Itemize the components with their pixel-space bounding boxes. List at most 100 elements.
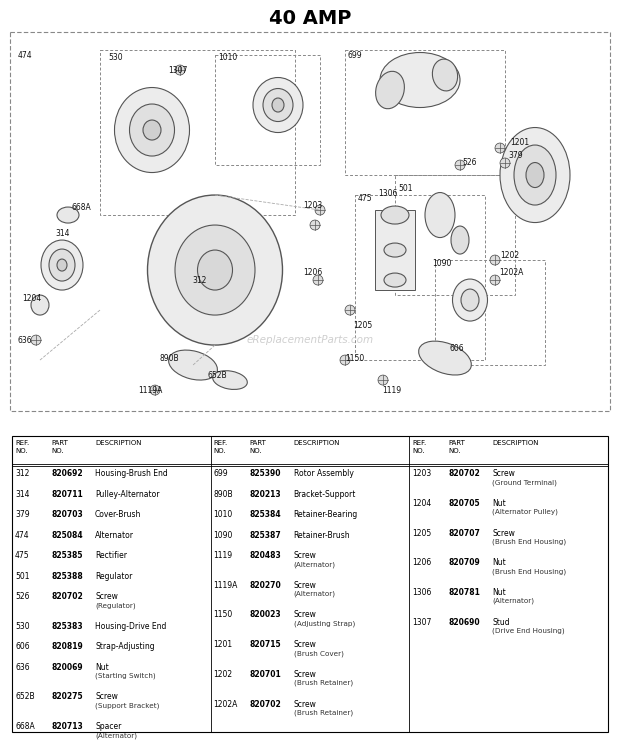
- Text: 820270: 820270: [250, 581, 281, 590]
- Text: 475: 475: [15, 551, 30, 560]
- Text: DESCRIPTION: DESCRIPTION: [95, 440, 141, 446]
- Circle shape: [500, 158, 510, 168]
- Text: 1150: 1150: [345, 353, 365, 362]
- Bar: [215, 55, 320, 165]
- Text: 699: 699: [214, 469, 228, 478]
- Text: 1307: 1307: [168, 65, 187, 74]
- Text: Screw: Screw: [294, 640, 317, 650]
- Text: NO.: NO.: [412, 448, 425, 454]
- Text: (Support Bracket): (Support Bracket): [95, 702, 159, 709]
- Text: Screw: Screw: [294, 699, 317, 708]
- Text: 820702: 820702: [448, 469, 480, 478]
- Text: Screw: Screw: [95, 693, 118, 702]
- Text: 606: 606: [450, 344, 464, 353]
- Text: Rotor Assembly: Rotor Assembly: [294, 469, 353, 478]
- Text: Screw: Screw: [95, 592, 118, 601]
- Text: PART: PART: [448, 440, 465, 446]
- Text: (Regulator): (Regulator): [95, 602, 136, 609]
- Text: 820483: 820483: [250, 551, 281, 560]
- Text: Nut: Nut: [492, 588, 506, 597]
- Text: 820023: 820023: [250, 611, 281, 620]
- Text: 820781: 820781: [448, 588, 480, 597]
- Text: Screw: Screw: [294, 611, 317, 620]
- Text: 1010: 1010: [214, 510, 233, 519]
- Text: 1119A: 1119A: [138, 385, 162, 394]
- Ellipse shape: [384, 273, 406, 287]
- Text: 1205: 1205: [412, 528, 432, 537]
- Text: (Brush End Housing): (Brush End Housing): [492, 568, 567, 574]
- Ellipse shape: [143, 120, 161, 140]
- Text: 825084: 825084: [51, 530, 82, 539]
- Text: 474: 474: [18, 51, 33, 60]
- Text: (Ground Terminal): (Ground Terminal): [492, 479, 557, 486]
- Text: 1202A: 1202A: [499, 268, 523, 277]
- Text: 1201: 1201: [214, 640, 232, 650]
- Ellipse shape: [384, 243, 406, 257]
- Circle shape: [490, 275, 500, 285]
- Bar: [100, 50, 295, 215]
- Text: Screw: Screw: [294, 581, 317, 590]
- Circle shape: [150, 385, 160, 395]
- Text: 1307: 1307: [412, 618, 432, 626]
- Text: 501: 501: [15, 571, 30, 580]
- Text: 526: 526: [462, 158, 477, 167]
- Text: 1204: 1204: [22, 294, 42, 303]
- Ellipse shape: [31, 295, 49, 315]
- Text: REF.: REF.: [412, 440, 427, 446]
- Ellipse shape: [461, 289, 479, 311]
- Text: 820690: 820690: [448, 618, 480, 626]
- Text: 890B: 890B: [214, 490, 233, 498]
- Text: 474: 474: [15, 530, 30, 539]
- Ellipse shape: [425, 193, 455, 237]
- Ellipse shape: [451, 226, 469, 254]
- Text: NO.: NO.: [51, 448, 64, 454]
- Ellipse shape: [263, 89, 293, 121]
- Text: 668A: 668A: [15, 722, 35, 731]
- Text: 1202: 1202: [500, 251, 519, 260]
- Ellipse shape: [57, 259, 67, 271]
- Text: 825385: 825385: [51, 551, 82, 560]
- Ellipse shape: [169, 350, 218, 380]
- Ellipse shape: [49, 249, 75, 281]
- Text: 1206: 1206: [412, 558, 432, 567]
- Bar: [375, 210, 415, 290]
- Text: Nut: Nut: [492, 498, 506, 508]
- Text: 825388: 825388: [51, 571, 82, 580]
- Text: eReplacementParts.com: eReplacementParts.com: [246, 335, 374, 345]
- Text: 820711: 820711: [51, 490, 82, 498]
- Text: 1201: 1201: [510, 138, 529, 147]
- Text: 820069: 820069: [51, 663, 82, 672]
- Text: 475: 475: [358, 193, 373, 202]
- Text: 530: 530: [15, 622, 30, 631]
- Ellipse shape: [272, 98, 284, 112]
- Text: Cover-Brush: Cover-Brush: [95, 510, 141, 519]
- Text: Housing-Drive End: Housing-Drive End: [95, 622, 166, 631]
- Text: 1306: 1306: [378, 188, 397, 198]
- Text: (Brush Retainer): (Brush Retainer): [294, 710, 353, 716]
- Text: Screw: Screw: [294, 551, 317, 560]
- Text: 636: 636: [18, 336, 33, 344]
- Text: (Alternator): (Alternator): [294, 561, 335, 568]
- Text: (Alternator): (Alternator): [95, 732, 137, 739]
- Text: 312: 312: [192, 275, 206, 284]
- Text: 820709: 820709: [448, 558, 480, 567]
- Text: (Adjusting Strap): (Adjusting Strap): [294, 620, 355, 627]
- Text: 40 AMP: 40 AMP: [269, 8, 351, 28]
- Bar: [395, 175, 515, 295]
- Text: 526: 526: [15, 592, 30, 601]
- Ellipse shape: [115, 88, 190, 173]
- Ellipse shape: [198, 250, 232, 290]
- Text: 668A: 668A: [72, 202, 92, 211]
- Text: 820213: 820213: [250, 490, 281, 498]
- Text: 1119A: 1119A: [214, 581, 238, 590]
- Text: 312: 312: [15, 469, 29, 478]
- Text: Spacer: Spacer: [95, 722, 122, 731]
- Text: 820707: 820707: [448, 528, 480, 537]
- Ellipse shape: [418, 341, 471, 375]
- Text: 1150: 1150: [214, 611, 233, 620]
- Text: NO.: NO.: [250, 448, 262, 454]
- Text: 820713: 820713: [51, 722, 82, 731]
- Ellipse shape: [213, 371, 247, 389]
- Text: Rectifier: Rectifier: [95, 551, 127, 560]
- Text: REF.: REF.: [15, 440, 29, 446]
